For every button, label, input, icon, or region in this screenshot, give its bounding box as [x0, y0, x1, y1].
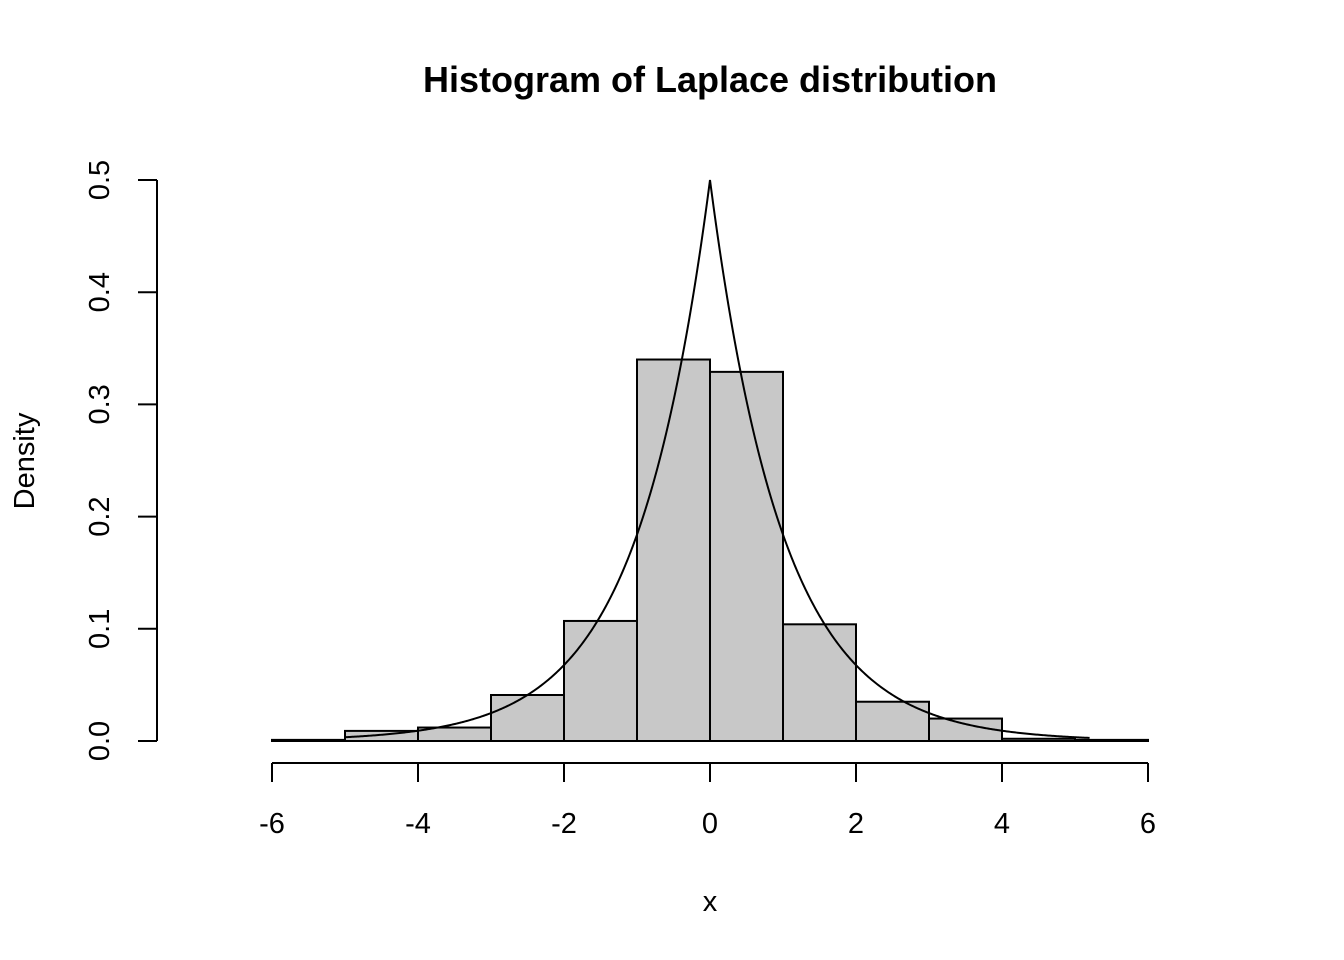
y-axis: 0.0 0.1 0.2 0.3 0.4 0.5 [84, 160, 158, 761]
x-tick-label: 0 [702, 808, 718, 840]
y-tick-label: 0.2 [84, 496, 116, 536]
histogram-bar [782, 623, 857, 743]
density-curve [344, 179, 1090, 739]
x-tick-label: 6 [1140, 808, 1156, 840]
density-curve-group [344, 179, 1090, 739]
bars-group [271, 358, 1149, 743]
x-tick-label: 2 [848, 808, 864, 840]
x-tick-label: -4 [405, 808, 431, 840]
y-axis-label: Density [9, 412, 41, 509]
y-tick-label: 0.4 [84, 272, 116, 312]
chart-title: Histogram of Laplace distribution [423, 59, 997, 100]
y-tick-label: 0.3 [84, 384, 116, 424]
histogram-bar [271, 738, 346, 742]
histogram-bar [490, 693, 565, 742]
x-axis-label: x [703, 886, 718, 918]
x-tick-label: -2 [551, 808, 577, 840]
histogram-bar [563, 619, 638, 742]
histogram-bar [636, 358, 711, 742]
x-tick-label: -6 [259, 808, 285, 840]
histogram-bar [1074, 738, 1149, 742]
y-tick-label: 0.5 [84, 160, 116, 200]
y-tick-label: 0.1 [84, 609, 116, 649]
x-tick-label: 4 [994, 808, 1010, 840]
x-axis: -6 -4 -2 0 2 4 6 [259, 762, 1156, 840]
histogram-bar [1001, 737, 1076, 742]
histogram-bar [709, 370, 784, 742]
y-tick-label: 0.0 [84, 721, 116, 761]
